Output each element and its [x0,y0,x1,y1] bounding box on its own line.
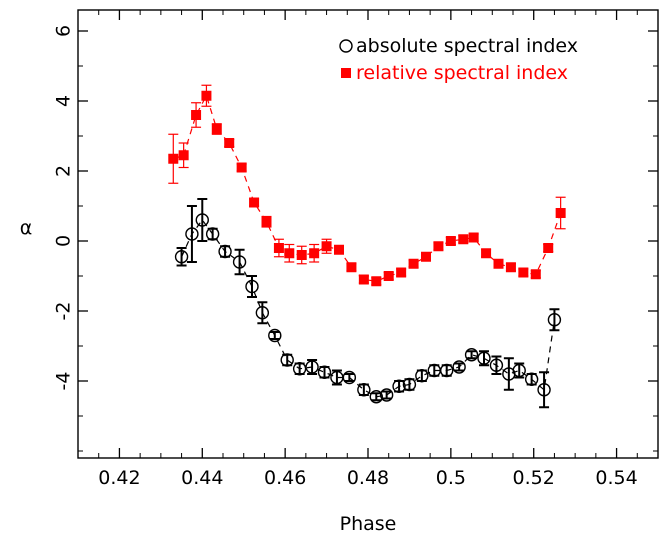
data-point [245,279,259,294]
series-absolute [174,198,562,409]
y-tick-label: -2 [53,302,75,321]
data-point [369,390,383,404]
series-line [181,218,555,398]
data-point [489,358,504,372]
data-point [284,248,295,259]
data-point [433,241,444,252]
data-point [334,244,344,255]
data-point [396,267,407,278]
data-point [505,262,516,273]
data-point [309,248,320,259]
y-axis-label: α [20,217,33,239]
data-point [357,383,371,397]
data-point [383,271,394,281]
data-point [168,153,179,164]
data-point [273,243,284,253]
data-point [255,306,270,320]
legend-label-relative: relative spectral index [356,62,568,84]
data-point [236,162,247,173]
data-point [205,227,220,241]
data-point [477,351,491,365]
series-layer [168,84,566,409]
data-point [358,274,369,285]
data-point [249,197,260,208]
data-point [555,208,566,218]
data-point [195,213,209,227]
data-point [191,110,202,120]
data-point [481,248,492,259]
x-tick-label: 0.54 [595,467,637,489]
data-point [224,138,235,148]
y-tick-label: 2 [53,165,75,177]
series-relative [168,84,566,287]
data-point [280,353,294,367]
data-point [458,234,469,245]
data-point [392,379,406,393]
data-point [371,276,382,287]
data-point [408,258,419,269]
data-point [346,262,357,273]
y-tick-label: -4 [53,372,75,391]
data-point [468,232,479,243]
data-point [402,377,417,392]
legend-marker-relative [341,68,351,78]
data-point [201,90,212,101]
legend-marker-absolute [339,39,353,53]
x-tick-label: 0.48 [347,467,389,489]
data-point [211,124,222,134]
data-point [464,348,479,362]
data-point [218,244,232,259]
data-point [547,313,562,327]
data-point [530,269,541,280]
data-point [512,363,526,378]
data-point [185,227,199,241]
data-point [440,363,454,378]
x-axis-ticks: 0.42 0.44 0.46 0.48 0.5 0.52 0.54 [77,10,659,489]
data-point [342,370,357,385]
data-point [178,150,189,161]
data-point [543,243,554,253]
legend-label-absolute: absolute spectral index [356,35,578,57]
data-point [379,388,394,402]
data-point [415,369,429,383]
y-axis-ticks: -4 -2 0 2 4 6 [53,25,658,452]
x-tick-label: 0.46 [264,467,306,489]
y-tick-label: 4 [53,95,75,107]
data-point [421,251,431,262]
x-axis-label: Phase [340,513,397,535]
data-point [232,255,247,269]
x-tick-label: 0.44 [181,467,223,489]
data-point [296,250,307,260]
data-point [537,383,551,397]
data-point [452,360,466,374]
data-point [317,365,332,379]
data-point [445,236,456,246]
data-point [174,250,189,264]
data-point [305,360,319,374]
y-tick-label: 6 [53,25,75,37]
x-tick-label: 0.42 [98,467,140,489]
x-tick-label: 0.52 [513,467,555,489]
data-point [493,258,504,269]
data-point [261,216,272,227]
legend: absolute spectral index relative spectra… [339,35,578,84]
data-point [268,328,282,343]
data-point [524,372,539,386]
x-tick-label: 0.5 [436,467,466,489]
y-tick-label: 0 [53,235,75,247]
data-point [321,241,332,252]
data-point [518,267,529,278]
